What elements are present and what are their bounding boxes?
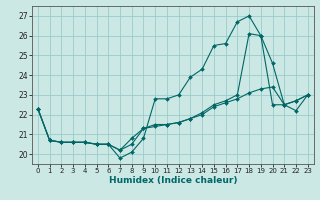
X-axis label: Humidex (Indice chaleur): Humidex (Indice chaleur)	[108, 176, 237, 185]
